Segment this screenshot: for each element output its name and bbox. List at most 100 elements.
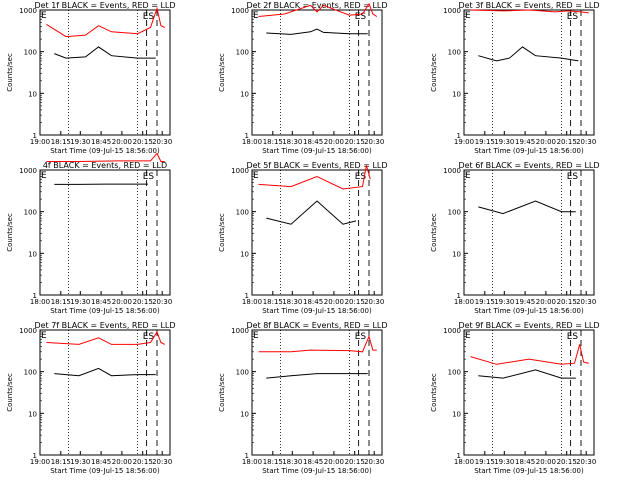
y-tick-label: 100 — [236, 49, 249, 57]
x-tick-label: 18:00 — [242, 458, 262, 466]
panel-title: Det 3f BLACK = Events, RED = LLD — [458, 1, 599, 10]
x-tick-label: 20:30 — [576, 138, 596, 146]
x-tick-label: 18:00 — [454, 298, 474, 306]
y-axis-label: Counts/sec — [218, 213, 226, 252]
x-tick-label: 20:30 — [152, 458, 172, 466]
x-tick-label: 20:15 — [557, 138, 577, 146]
plot-frame — [39, 9, 171, 136]
y-tick-label: 10 — [452, 410, 461, 418]
x-tick-label: 18:45 — [303, 138, 323, 146]
x-axis-label: Start Time (09-Jul-15 18:56:00) — [474, 467, 584, 475]
event-label-es: ES — [567, 12, 579, 22]
x-tick-label: 20:15 — [345, 298, 365, 306]
x-tick-label: 20:15 — [133, 458, 153, 466]
event-label-e: E — [253, 331, 259, 341]
y-tick-label: 10 — [28, 90, 37, 98]
x-tick-label: 20:15 — [345, 138, 365, 146]
lld-series-line — [46, 330, 166, 345]
x-axis-label: Start Time (09-Jul-15 18:56:00) — [262, 307, 372, 315]
y-tick-label: 10 — [240, 90, 249, 98]
panel-title: Det 6f BLACK = Events, RED = LLD — [458, 161, 599, 170]
x-tick-label: 20:15 — [345, 458, 365, 466]
event-label-es: ES — [143, 12, 155, 22]
y-axis-label: Counts/sec — [6, 373, 14, 412]
event-label-es: ES — [567, 172, 579, 182]
x-tick-label: 18:45 — [91, 458, 111, 466]
x-tick-label: 20:30 — [364, 458, 384, 466]
x-tick-label: 18:15 — [51, 298, 71, 306]
y-tick-label: 100 — [24, 369, 37, 377]
x-tick-label: 19:45 — [515, 298, 535, 306]
panel-6: Det 6f BLACK = Events, RED = LLD 1 10 100 10… — [430, 161, 600, 315]
x-tick-label: 18:15 — [51, 458, 71, 466]
y-axis-label: Counts/sec — [6, 213, 14, 252]
x-tick-label: 20:00 — [536, 458, 556, 466]
y-tick-label: 100 — [236, 209, 249, 217]
y-tick-label: 10 — [452, 90, 461, 98]
lld-series-line — [46, 152, 165, 162]
x-tick-label: 19:30 — [70, 298, 90, 306]
x-tick-label: 18:15 — [51, 138, 71, 146]
y-tick-label: 1000 — [19, 167, 37, 175]
plot-frame — [463, 169, 595, 296]
plot-frame — [251, 329, 383, 456]
y-tick-label: 1 — [33, 452, 37, 460]
x-tick-label: 18:15 — [263, 138, 283, 146]
x-tick-label: 20:30 — [152, 298, 172, 306]
y-axis-label: Counts/sec — [430, 53, 438, 92]
event-label-es: ES — [355, 172, 367, 182]
x-tick-label: 18:45 — [303, 458, 323, 466]
y-axis-label: Counts/sec — [6, 53, 14, 92]
y-tick-label: 1000 — [231, 7, 249, 15]
x-tick-label: 19:30 — [494, 138, 514, 146]
x-tick-label: 19:15 — [475, 458, 495, 466]
y-tick-label: 100 — [448, 209, 461, 217]
event-label-e: E — [465, 171, 471, 181]
y-tick-label: 100 — [448, 49, 461, 57]
y-tick-label: 1000 — [443, 7, 461, 15]
x-tick-label: 19:30 — [494, 458, 514, 466]
y-tick-label: 10 — [240, 410, 249, 418]
y-tick-label: 10 — [28, 410, 37, 418]
y-tick-label: 1 — [33, 132, 37, 140]
x-tick-label: 19:15 — [475, 138, 495, 146]
x-tick-label: 19:00 — [30, 138, 50, 146]
panel-title: Det 5f BLACK = Events, RED = LLD — [246, 161, 387, 170]
x-axis-label: Start Time (09-Jul-15 18:56:00) — [50, 147, 160, 155]
x-tick-label: 20:30 — [152, 138, 172, 146]
x-axis-label: Start Time (09-Jul-15 18:56:00) — [474, 147, 584, 155]
y-tick-label: 1 — [245, 292, 249, 300]
x-tick-label: 19:30 — [70, 138, 90, 146]
x-tick-label: 18:30 — [282, 138, 302, 146]
x-tick-label: 20:30 — [576, 458, 596, 466]
y-axis-label: Counts/sec — [430, 213, 438, 252]
x-tick-label: 20:00 — [536, 138, 556, 146]
events-series-line — [478, 369, 576, 379]
lld-series-line — [470, 9, 589, 14]
event-label-e: E — [465, 331, 471, 341]
x-axis-label: Start Time (09-Jul-15 18:56:00) — [50, 467, 160, 475]
y-tick-label: 1 — [457, 452, 461, 460]
x-tick-label: 18:00 — [30, 298, 50, 306]
panel-9: Det 9f BLACK = Events, RED = LLD 1 10 100 10… — [430, 321, 600, 475]
lld-series-line — [258, 165, 371, 190]
lld-series-line — [258, 335, 377, 353]
panel-title: Det 2f BLACK = Events, RED = LLD — [246, 1, 387, 10]
y-tick-label: 1 — [245, 132, 249, 140]
y-tick-label: 1000 — [231, 327, 249, 335]
x-axis-label: Start Time (09-Jul-15 18:56:00) — [474, 307, 584, 315]
x-axis-label: Start Time (09-Jul-15 18:56:00) — [50, 307, 160, 315]
x-tick-label: 18:45 — [91, 298, 111, 306]
events-series-line — [266, 28, 368, 35]
event-label-es: ES — [355, 12, 367, 22]
plot-frame — [251, 9, 383, 136]
x-tick-label: 20:15 — [557, 458, 577, 466]
events-series-line — [478, 200, 576, 215]
x-tick-label: 18:00 — [242, 138, 262, 146]
y-tick-label: 1000 — [231, 167, 249, 175]
x-axis-label: Start Time (09-Jul-15 18:56:00) — [262, 147, 372, 155]
panel-7: Det 7f BLACK = Events, RED = LLD 1 10 100 10… — [6, 321, 176, 475]
x-tick-label: 19:00 — [454, 138, 474, 146]
panel-5: Det 5f BLACK = Events, RED = LLD 1 10 100 10… — [218, 161, 388, 315]
x-tick-label: 18:45 — [515, 458, 535, 466]
